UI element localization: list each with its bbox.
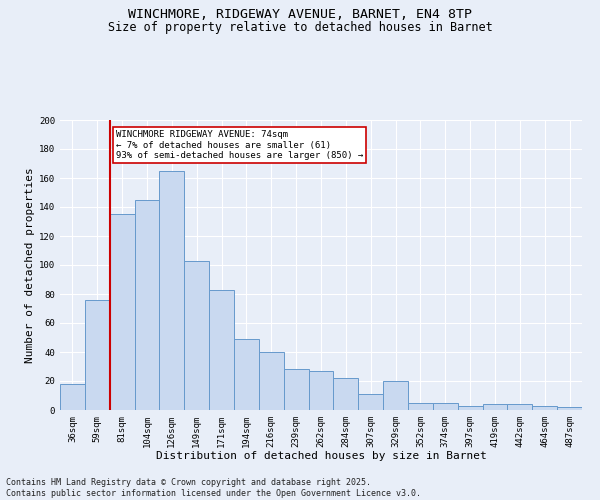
Bar — [334, 378, 358, 410]
Bar — [383, 381, 408, 410]
Text: WINCHMORE RIDGEWAY AVENUE: 74sqm
← 7% of detached houses are smaller (61)
93% of: WINCHMORE RIDGEWAY AVENUE: 74sqm ← 7% of… — [116, 130, 363, 160]
Bar — [160, 171, 184, 410]
Bar — [557, 407, 582, 410]
Bar — [110, 214, 134, 410]
Bar — [408, 403, 433, 410]
Bar — [134, 200, 160, 410]
Bar — [458, 406, 482, 410]
Bar — [209, 290, 234, 410]
Bar — [259, 352, 284, 410]
Bar — [433, 403, 458, 410]
Bar — [284, 370, 308, 410]
Bar — [482, 404, 508, 410]
Bar — [308, 371, 334, 410]
Bar — [508, 404, 532, 410]
Bar — [532, 406, 557, 410]
Bar — [184, 260, 209, 410]
Text: Size of property relative to detached houses in Barnet: Size of property relative to detached ho… — [107, 21, 493, 34]
Bar — [85, 300, 110, 410]
Y-axis label: Number of detached properties: Number of detached properties — [25, 167, 35, 363]
Bar — [234, 339, 259, 410]
Bar — [60, 384, 85, 410]
Bar — [358, 394, 383, 410]
Text: WINCHMORE, RIDGEWAY AVENUE, BARNET, EN4 8TP: WINCHMORE, RIDGEWAY AVENUE, BARNET, EN4 … — [128, 8, 472, 20]
X-axis label: Distribution of detached houses by size in Barnet: Distribution of detached houses by size … — [155, 452, 487, 462]
Text: Contains HM Land Registry data © Crown copyright and database right 2025.
Contai: Contains HM Land Registry data © Crown c… — [6, 478, 421, 498]
